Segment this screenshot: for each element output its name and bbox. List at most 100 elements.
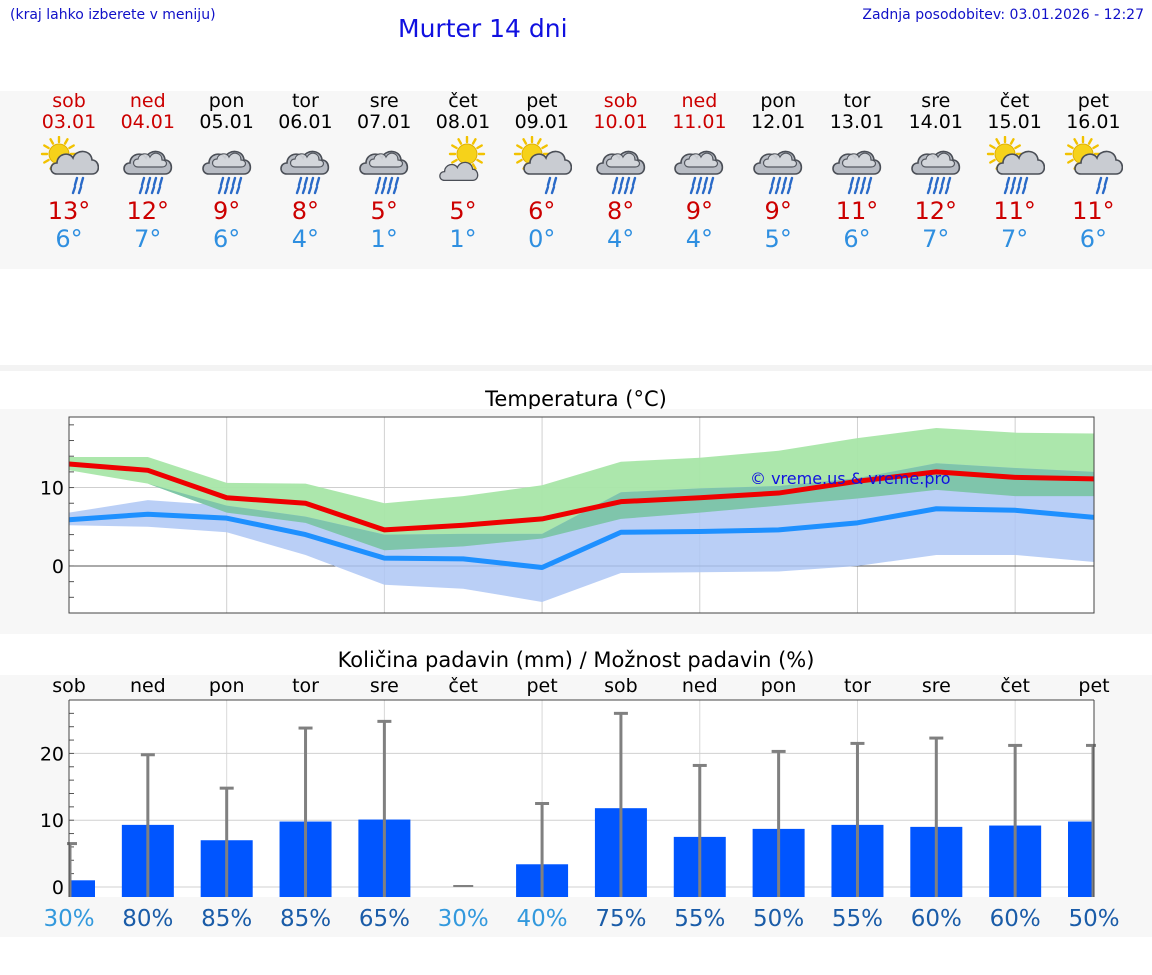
day-column: čet 15.01 11° 7°	[976, 91, 1054, 253]
day-name: tor	[291, 90, 319, 112]
day-name: pet	[1077, 90, 1109, 112]
precipitation-probability: 50%	[753, 906, 804, 932]
day-axis-label: pet	[1078, 675, 1109, 697]
sun-cloud-heavy-rain-icon	[985, 135, 1045, 196]
precipitation-probability: 30%	[43, 906, 94, 932]
day-date: 07.01	[356, 111, 412, 133]
max-temperature-line	[68, 461, 1095, 533]
day-axis-label: ned	[682, 675, 718, 697]
min-temperature: 4°	[685, 225, 714, 253]
precipitation-probability: 65%	[359, 906, 410, 932]
day-date: 13.01	[829, 111, 885, 133]
day-date: 16.01	[1066, 111, 1121, 133]
location-hint: (kraj lahko izberete v meniju)	[10, 7, 216, 23]
day-date: 03.01	[41, 111, 97, 133]
sun-cloud-rain-icon	[1063, 135, 1124, 196]
cloud-rain-icon	[669, 136, 729, 196]
day-name: ned	[129, 90, 166, 112]
day-column: ned 11.01 9° 4°	[660, 91, 738, 253]
precipitation-probability: 80%	[122, 906, 173, 932]
precipitation-probability: 50%	[1068, 906, 1119, 932]
day-axis-label: čet	[1000, 675, 1030, 697]
day-date: 10.01	[593, 111, 648, 133]
cloud-rain-icon	[591, 136, 651, 196]
day-date: 05.01	[199, 111, 254, 133]
sun-cloud-rain-icon	[39, 135, 100, 196]
day-axis-label: pet	[526, 675, 557, 697]
precipitation-probability: 85%	[280, 906, 331, 932]
day-column: sre 07.01 5° 1°	[345, 91, 423, 253]
day-name: čet	[448, 90, 478, 112]
min-temperature: 6°	[843, 225, 871, 253]
min-temperature: 6°	[212, 225, 241, 253]
day-column: pon 05.01 9° 6°	[188, 91, 266, 253]
precipitation-probability: 75%	[595, 906, 646, 932]
day-name: sob	[603, 90, 638, 112]
sun-cloud-icon	[433, 135, 493, 196]
max-temperature: 12°	[126, 197, 170, 225]
max-temperature: 9°	[764, 197, 792, 225]
min-temperature: 6°	[55, 225, 83, 253]
precipitation-probability: 55%	[832, 906, 883, 932]
day-date: 08.01	[435, 111, 491, 133]
min-temperature: 1°	[449, 225, 477, 253]
precipitation-chart: sob ned pon tor sre čet pet sob ned pon tor sre čet p…	[0, 675, 1152, 937]
day-date: 14.01	[908, 111, 963, 133]
day-axis-label: pon	[761, 675, 797, 697]
day-axis-label: sob	[604, 675, 638, 697]
sun-cloud-rain-icon	[512, 135, 572, 196]
day-name: tor	[843, 90, 871, 112]
day-date: 06.01	[278, 111, 333, 133]
min-temperature: 6°	[1079, 225, 1108, 253]
cloud-rain-icon	[197, 136, 257, 196]
last-updated: Zadnja posodobitev: 03.01.2026 - 12:27	[862, 7, 1144, 23]
page-title: Murter 14 dni	[398, 14, 568, 43]
max-temperature: 9°	[685, 197, 714, 225]
day-name: sre	[369, 90, 399, 112]
max-temperature: 12°	[914, 197, 958, 225]
day-name: sre	[921, 90, 951, 112]
precipitation-probability: 40%	[517, 906, 568, 932]
max-temperature: 5°	[449, 197, 477, 225]
precipitation-probability: 85%	[201, 906, 252, 932]
day-name: pet	[526, 90, 558, 112]
max-temperature: 11°	[835, 197, 879, 225]
watermark: © vreme.us & vreme.pro	[750, 469, 951, 488]
max-temperature: 11°	[1072, 197, 1115, 225]
day-name: čet	[999, 90, 1030, 112]
day-axis-label: pon	[209, 675, 245, 697]
min-temperature: 7°	[922, 225, 950, 253]
day-date: 15.01	[987, 111, 1042, 133]
precipitation-probability: 60%	[911, 906, 962, 932]
day-axis-label: sre	[370, 675, 399, 697]
section-divider	[0, 365, 1152, 371]
day-column: tor 06.01 8° 4°	[266, 91, 344, 253]
max-temperature: 8°	[291, 197, 320, 225]
y-tick-label: 10	[40, 810, 64, 832]
precipitation-bar	[1068, 821, 1094, 897]
day-axis-label: ned	[130, 675, 166, 697]
day-axis-label: tor	[292, 675, 319, 697]
min-temperature: 4°	[291, 225, 320, 253]
max-temperature: 8°	[606, 197, 635, 225]
day-axis-label: sre	[922, 675, 951, 697]
max-temperature: 13°	[47, 197, 91, 225]
day-axis-label: čet	[448, 675, 478, 697]
cloud-rain-icon	[748, 136, 808, 196]
day-column: sob 03.01 13° 6°	[30, 91, 108, 253]
temperature-chart-title: Temperatura (°C)	[485, 387, 667, 411]
day-date: 12.01	[750, 111, 806, 133]
min-temperature: 7°	[134, 225, 162, 253]
day-name: ned	[681, 90, 718, 112]
min-temperature: 5°	[764, 225, 792, 253]
day-axis-label: sob	[52, 675, 86, 697]
daily-forecast-strip: sob 03.01 13° 6° ned 04.01 12° 7° pon 05.01 9° 6° to…	[0, 91, 1152, 269]
y-tick-label: 10	[40, 478, 64, 500]
precipitation-bar	[69, 880, 95, 897]
day-column: ned 04.01 12° 7°	[109, 91, 187, 253]
max-temperature: 5°	[370, 197, 398, 225]
cloud-rain-icon	[275, 136, 335, 196]
day-column: čet 08.01 5° 1°	[424, 91, 502, 253]
precipitation-probability: 30%	[438, 906, 489, 932]
day-name: pon	[760, 90, 797, 112]
